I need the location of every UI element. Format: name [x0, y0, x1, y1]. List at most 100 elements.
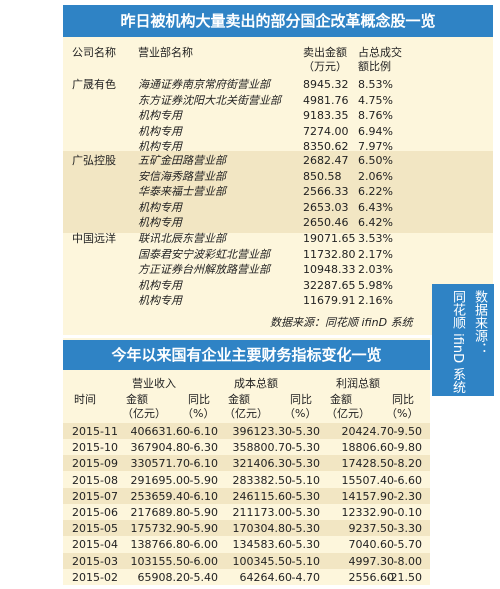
header: 额比例 — [358, 60, 391, 73]
header: 金额 — [330, 393, 352, 406]
company: 广晟有色 — [72, 78, 116, 91]
yoy: -3.30 — [393, 522, 422, 536]
amount: 367904.80 — [130, 441, 191, 455]
header: （亿元） — [326, 407, 370, 420]
yoy: -6.00 — [189, 554, 218, 568]
amount: 9183.35 — [303, 109, 349, 123]
yoy: -5.30 — [291, 441, 320, 455]
source: 数据来源：同花顺 ifinD 系统 — [270, 316, 413, 329]
branch: 安信海秀路营业部 — [138, 169, 226, 183]
ratio: 6.43% — [358, 200, 393, 214]
amount: 253659.40 — [130, 489, 191, 503]
ratio: 2.17% — [358, 247, 393, 261]
branch: 东方证券沈阳大北关街营业部 — [138, 93, 281, 107]
amount: 20424.70 — [341, 425, 395, 438]
branch: 联讯北辰东营业部 — [138, 232, 226, 245]
header: 同比 — [392, 393, 414, 406]
amount: 15507.40 — [341, 473, 395, 487]
ratio: 8.76% — [358, 109, 393, 123]
amount: 170304.80 — [232, 522, 293, 536]
time: 2015-07 — [72, 489, 118, 503]
amount: 11679.91 — [303, 294, 356, 308]
amount: 11732.80 — [303, 247, 356, 261]
group-bg — [63, 151, 493, 233]
ratio: 5.98% — [358, 278, 393, 292]
title-bar — [63, 5, 493, 37]
header: 同比 — [290, 393, 312, 406]
amount: 18806.60 — [341, 441, 395, 455]
amount: 406631.60 — [130, 425, 191, 438]
yoy: -2.30 — [393, 489, 422, 503]
header: 金额 — [228, 393, 250, 406]
yoy: -5.90 — [189, 473, 218, 487]
amount: 4981.76 — [303, 93, 349, 107]
yoy: -6.10 — [189, 425, 218, 438]
header: 金额 — [126, 393, 148, 406]
amount: 65908.20 — [137, 570, 191, 584]
row-bg — [63, 455, 430, 472]
ratio: 4.75% — [358, 93, 393, 107]
amount: 14157.90 — [341, 489, 395, 503]
branch: 国泰君安宁波彩虹北营业部 — [138, 247, 270, 261]
ratio: 6.50% — [358, 154, 393, 167]
yoy: -5.30 — [291, 522, 320, 536]
ratio: 6.22% — [358, 185, 393, 199]
yoy: -5.70 — [393, 538, 422, 552]
yoy: -8.00 — [393, 554, 422, 568]
yoy: -5.10 — [291, 554, 320, 568]
yoy: -0.10 — [393, 506, 422, 519]
amount: 8350.62 — [303, 140, 349, 154]
ratio: 2.06% — [358, 169, 393, 183]
group-header: 成本总额 — [234, 377, 278, 390]
side-note-box — [432, 284, 494, 396]
header: （亿元） — [122, 407, 166, 420]
branch: 机构专用 — [138, 140, 182, 154]
header: 卖出金额 — [303, 46, 347, 59]
header: （%） — [386, 407, 419, 420]
time: 2015-10 — [72, 441, 118, 455]
branch: 机构专用 — [138, 109, 182, 123]
header: （%） — [284, 407, 317, 420]
group-header: 营业收入 — [132, 377, 176, 390]
amount: 10948.33 — [303, 263, 356, 277]
title-bar — [63, 340, 430, 370]
ratio: 3.53% — [358, 232, 393, 245]
yoy: -6.10 — [189, 457, 218, 471]
time: 2015-02 — [72, 570, 118, 584]
branch: 机构专用 — [138, 294, 182, 308]
branch: 方正证券台州解放路营业部 — [138, 263, 270, 277]
table2-title: 今年以来国有企业主要财务指标变化一览 — [111, 346, 382, 364]
amount: 8945.32 — [303, 78, 349, 91]
amount: 2556.60 — [348, 570, 395, 584]
amount: 330571.70 — [130, 457, 191, 471]
header: （万元） — [303, 60, 347, 73]
amount: 134583.60 — [232, 538, 293, 552]
time: 2015-03 — [72, 554, 118, 568]
header: 营业部名称 — [138, 46, 193, 59]
yoy: -5.30 — [291, 457, 320, 471]
amount: 850.58 — [303, 169, 342, 183]
amount: 100345.50 — [232, 554, 293, 568]
amount: 64264.60 — [239, 570, 293, 584]
row-bg — [63, 423, 430, 439]
branch: 机构专用 — [138, 278, 182, 292]
amount: 19071.65 — [303, 232, 356, 245]
time: 2015-06 — [72, 506, 118, 519]
yoy: -6.00 — [189, 538, 218, 552]
ratio: 2.03% — [358, 263, 393, 277]
header: （亿元） — [224, 407, 268, 420]
amount: 2682.47 — [303, 154, 349, 167]
yoy: -5.30 — [291, 425, 320, 438]
yoy: -5.90 — [189, 506, 218, 519]
amount: 246115.60 — [232, 489, 293, 503]
yoy: -6.60 — [393, 473, 422, 487]
time: 2015-08 — [72, 473, 118, 487]
yoy: -21.50 — [386, 570, 422, 584]
amount: 7040.60 — [348, 538, 395, 552]
yoy: -5.30 — [291, 489, 320, 503]
amount: 358800.70 — [232, 441, 293, 455]
amount: 4997.30 — [348, 554, 395, 568]
table1-title: 昨日被机构大量卖出的部分国企改革概念股一览 — [120, 12, 436, 30]
side-note: 数据来源： — [472, 290, 487, 355]
